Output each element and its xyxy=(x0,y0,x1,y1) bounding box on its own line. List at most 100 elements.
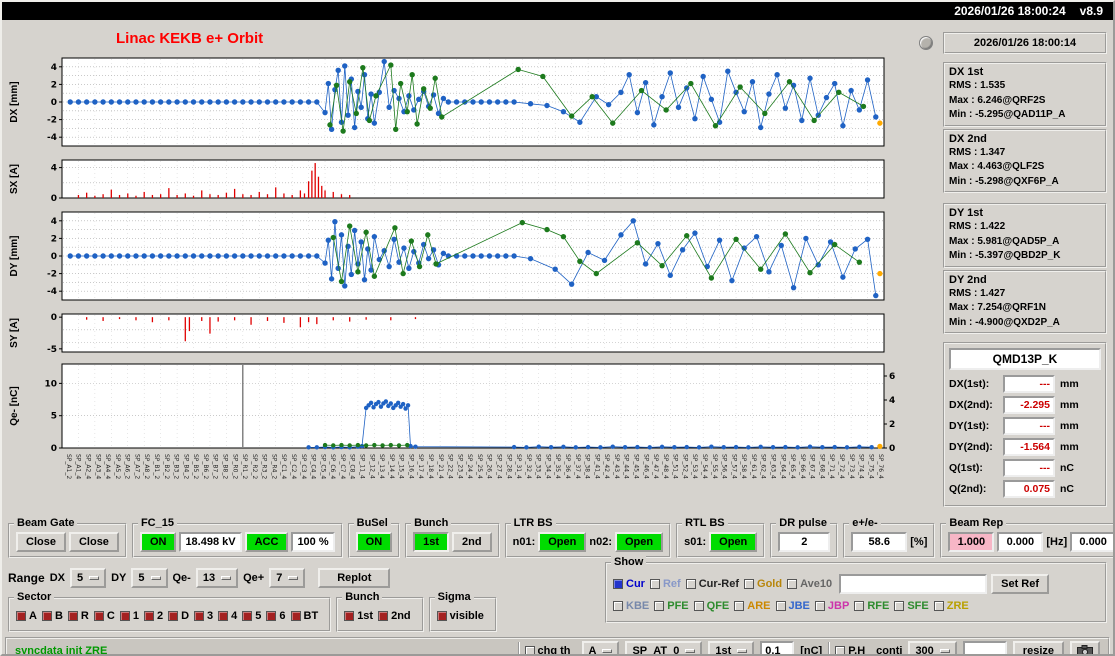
checkbox-2nd[interactable]: 2nd xyxy=(378,610,411,622)
checkbox-2[interactable]: 2 xyxy=(143,610,163,622)
optionmenu-indicator xyxy=(89,576,100,580)
bunch-2nd-button[interactable]: 2nd xyxy=(452,532,492,552)
ph-checkbox[interactable]: P.H xyxy=(835,645,865,654)
busel-on-button[interactable]: ON xyxy=(355,532,393,552)
mode-select[interactable]: A xyxy=(581,640,620,654)
ratio-field: 58.6 xyxy=(851,532,908,552)
replot-button[interactable]: Replot xyxy=(318,568,391,588)
checkbox-label: RFE xyxy=(867,600,890,612)
checkbox-indicator xyxy=(266,611,277,621)
checkbox-qfe[interactable]: QFE xyxy=(693,600,729,612)
checkbox-kbe[interactable]: KBE xyxy=(613,600,649,612)
checkbox-indicator xyxy=(16,611,26,621)
beam-gate-close-button-2[interactable]: Close xyxy=(68,532,119,552)
checkbox-jbe[interactable]: JBE xyxy=(775,600,810,612)
svg-text:SP_11_4: SP_11_4 xyxy=(358,454,365,479)
svg-text:SP_A6_2: SP_A6_2 xyxy=(124,454,131,479)
checkbox-6[interactable]: 6 xyxy=(266,610,286,622)
sector-items: A B R C 1 2 D 3 4 5 6 BT xyxy=(16,610,323,622)
monitor-row: DX(2nd): -2.295 mm xyxy=(949,396,1101,414)
checkbox-gold[interactable]: Gold xyxy=(744,578,782,590)
checkbox-c[interactable]: C xyxy=(93,610,115,622)
ltr-n01-open-button[interactable]: Open xyxy=(538,532,587,552)
checkbox-sfe[interactable]: SFE xyxy=(894,600,929,612)
stat-box-dx-2nd: DX 2nd RMS : 1.347 Max : 4.463@QLF2S Min… xyxy=(943,128,1107,193)
snapshot-button[interactable] xyxy=(1070,640,1100,654)
chg-th-checkbox[interactable]: chg th xyxy=(524,645,571,654)
titlebar-datetime: 2026/01/26 18:00:24 xyxy=(954,4,1066,18)
svg-text:SP_16_4: SP_16_4 xyxy=(407,454,414,479)
aux-input[interactable] xyxy=(962,640,1007,654)
svg-text:4: 4 xyxy=(889,396,895,406)
checkbox-1[interactable]: 1 xyxy=(119,610,139,622)
svg-text:SP_21_4: SP_21_4 xyxy=(437,454,444,479)
svg-text:SP_14_4: SP_14_4 xyxy=(388,454,395,479)
checkbox-d[interactable]: D xyxy=(168,610,189,622)
checkbox-label: Ref xyxy=(662,578,681,590)
range-dy-select[interactable]: 5 xyxy=(131,568,168,588)
rtl-bs-group: RTL BS s01: Open xyxy=(676,517,766,558)
checkbox-3[interactable]: 3 xyxy=(194,610,213,622)
svg-text:5: 5 xyxy=(51,412,57,422)
threshold-input[interactable] xyxy=(760,640,795,654)
checkbox-ref[interactable]: Ref xyxy=(649,578,681,590)
svg-text:SP_25_4: SP_25_4 xyxy=(476,454,483,479)
resize-button[interactable]: resize xyxy=(1012,640,1064,654)
svg-text:SP_B1_2: SP_B1_2 xyxy=(153,454,160,479)
svg-text:SP_15_4: SP_15_4 xyxy=(398,454,405,479)
checkbox-5[interactable]: 5 xyxy=(242,610,261,622)
checkbox-pfe[interactable]: PFE xyxy=(654,600,689,612)
checkbox-jbp[interactable]: JBP xyxy=(814,600,849,612)
svg-text:SP_R0_2: SP_R0_2 xyxy=(231,454,238,479)
monitor-row: DX(1st): --- mm xyxy=(949,375,1101,393)
bunch-1st-button[interactable]: 1st xyxy=(413,532,450,552)
checkbox-r[interactable]: R xyxy=(67,610,89,622)
checkbox-indicator xyxy=(344,611,355,621)
ltr-n02-open-button[interactable]: Open xyxy=(614,532,664,552)
svg-text:SP_75_4: SP_75_4 xyxy=(867,454,874,479)
checkbox-visible[interactable]: visible xyxy=(436,610,484,622)
checkbox-are[interactable]: ARE xyxy=(734,600,771,612)
fc15-acc-button[interactable]: ACC xyxy=(244,532,289,552)
checkbox-indicator xyxy=(524,645,535,654)
checkbox-b[interactable]: B xyxy=(41,610,63,622)
rtl-s01-open-button[interactable]: Open xyxy=(709,532,758,552)
beam-rep-field-3: 0.000 xyxy=(1070,532,1113,552)
svg-text:6: 6 xyxy=(889,372,895,382)
optionmenu-indicator xyxy=(939,648,950,653)
range-qe-minus-select[interactable]: 13 xyxy=(195,568,239,588)
set-ref-input[interactable] xyxy=(839,574,988,594)
bunch-items: 1st 2nd xyxy=(344,610,415,622)
bpm-select[interactable]: SP_AT_0 xyxy=(625,640,703,654)
checkbox-1st[interactable]: 1st xyxy=(344,610,373,622)
checkbox-label: B xyxy=(54,610,63,622)
svg-text:10: 10 xyxy=(44,379,57,389)
checkbox-indicator xyxy=(194,611,205,621)
checkbox-rfe[interactable]: RFE xyxy=(854,600,889,612)
checkbox-4[interactable]: 4 xyxy=(218,610,237,622)
set-ref-button[interactable]: Set Ref xyxy=(991,574,1050,594)
fc15-on-button[interactable]: ON xyxy=(139,532,177,552)
checkbox-indicator xyxy=(613,601,623,611)
monitor-row: DY(2nd): -1.564 mm xyxy=(949,438,1101,456)
busel-group: BuSel ON xyxy=(347,517,401,558)
checkbox-a[interactable]: A xyxy=(16,610,37,622)
range-dx-select[interactable]: 5 xyxy=(69,568,107,588)
svg-text:SP_A7_2: SP_A7_2 xyxy=(133,454,140,479)
bunch-select[interactable]: 1st xyxy=(708,640,755,654)
beam-gate-close-button-1[interactable]: Close xyxy=(16,532,66,552)
svg-text:SP_B7_2: SP_B7_2 xyxy=(212,454,219,479)
svg-text:SP_13_4: SP_13_4 xyxy=(378,454,385,479)
checkbox-ave10[interactable]: Ave10 xyxy=(787,578,832,590)
checkbox-indicator xyxy=(119,611,130,621)
checkbox-bt[interactable]: BT xyxy=(290,610,318,622)
status-indicator[interactable] xyxy=(919,36,933,50)
interval-select[interactable]: 300 xyxy=(908,640,957,654)
svg-text:SP_B4_2: SP_B4_2 xyxy=(182,454,189,479)
checkbox-zre[interactable]: ZRE xyxy=(933,600,969,612)
range-qe-plus-select[interactable]: 7 xyxy=(269,568,306,588)
checkbox-cur-ref[interactable]: Cur-Ref xyxy=(685,578,739,590)
checkbox-indicator xyxy=(693,601,704,611)
checkbox-cur[interactable]: Cur xyxy=(613,578,645,590)
